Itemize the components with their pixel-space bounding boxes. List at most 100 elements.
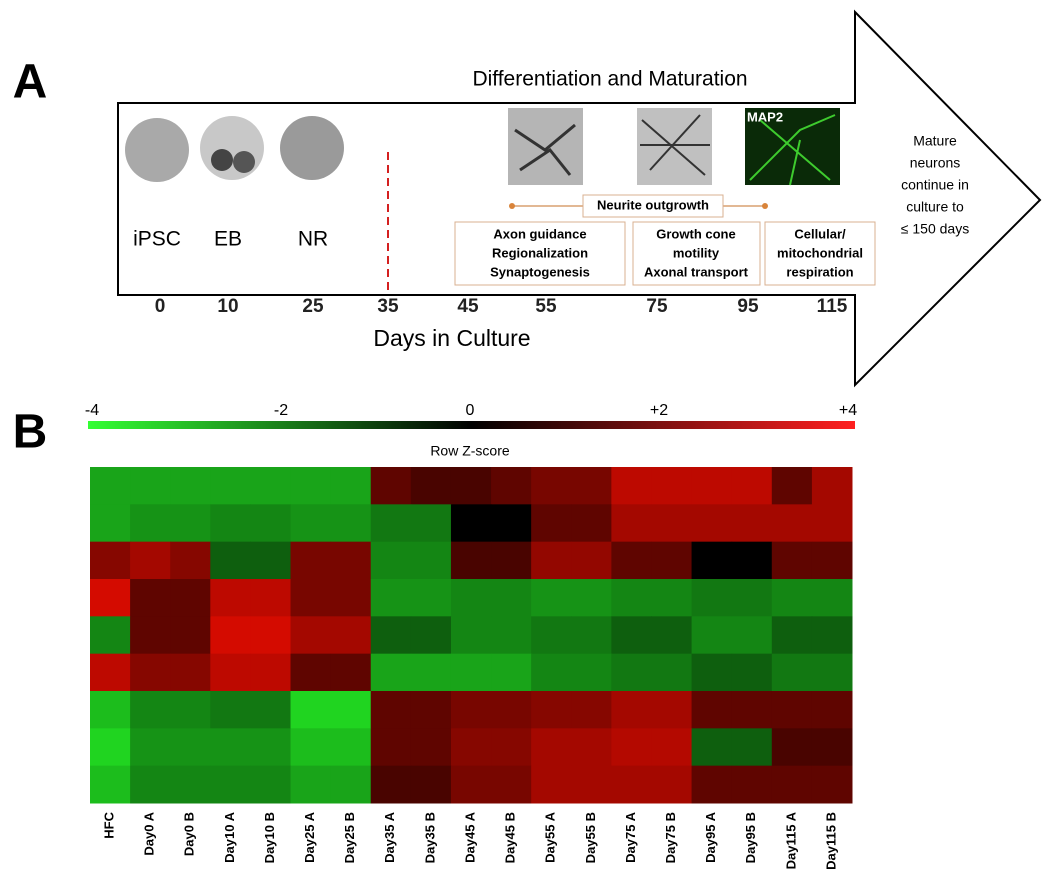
heatmap-cell xyxy=(290,541,332,580)
heatmap-cell xyxy=(410,541,452,580)
heatmap-cell xyxy=(90,579,131,617)
heatmap-cell xyxy=(90,504,131,543)
heatmap-cell xyxy=(450,691,492,729)
heatmap-cell xyxy=(250,691,292,729)
heatmap-cell xyxy=(491,616,532,655)
heatmap-cell xyxy=(531,653,572,692)
heatmap-cell xyxy=(250,504,292,543)
heatmap-cell xyxy=(771,467,813,505)
heatmap-cell xyxy=(691,728,733,767)
stage-label: iPSC xyxy=(133,228,181,251)
heatmap-cell xyxy=(250,616,292,655)
heatmap-cell xyxy=(771,728,813,767)
heatmap-cell xyxy=(651,579,693,617)
heatmap-cell xyxy=(130,467,171,505)
colorbar-tick-label: 0 xyxy=(466,402,475,419)
heatmap-cell xyxy=(290,653,332,692)
note-text: culture to xyxy=(906,199,964,215)
heatmap-cell xyxy=(691,765,733,804)
heatmap-cell xyxy=(450,616,492,655)
heatmap-cell xyxy=(170,467,211,505)
heatmap-cell xyxy=(691,467,733,505)
column-label: Day75 B xyxy=(663,812,678,863)
heatmap-cell xyxy=(731,504,773,543)
x-axis-label: Days in Culture xyxy=(373,325,530,351)
heatmap-cell xyxy=(330,765,372,804)
colorbar-tick-label: +2 xyxy=(650,402,668,419)
process-text: motility xyxy=(673,245,720,260)
heatmap-cell xyxy=(531,765,572,804)
heatmap-cell xyxy=(611,653,652,692)
column-label: Day0 A xyxy=(142,811,157,855)
note-text: ≤ 150 days xyxy=(901,221,969,237)
column-label: Day10 A xyxy=(222,811,237,862)
heatmap-cell xyxy=(571,467,612,505)
heatmap-cell xyxy=(170,728,211,767)
neurite-label: Neurite outgrowth xyxy=(597,197,709,212)
process-box xyxy=(632,221,761,286)
heatmap-cell xyxy=(370,691,412,729)
heatmap-cell xyxy=(90,541,131,580)
heatmap-cell xyxy=(531,504,572,543)
column-label: Day35 A xyxy=(382,811,397,862)
heatmap-cell xyxy=(611,765,652,804)
heatmap-cell xyxy=(130,579,171,617)
column-label: Day45 A xyxy=(462,811,477,862)
heatmap-cell xyxy=(130,541,171,580)
day-tick: 75 xyxy=(646,296,668,317)
heatmap-cell xyxy=(491,728,532,767)
heatmap-cell xyxy=(771,504,813,543)
heatmap-cell xyxy=(611,728,652,767)
column-label: Day55 A xyxy=(543,811,558,862)
heatmap-cell xyxy=(771,653,813,692)
heatmap-cell xyxy=(731,579,773,617)
heatmap-cell xyxy=(731,691,773,729)
heatmap-cell xyxy=(531,616,572,655)
heatmap-cell xyxy=(811,541,853,580)
heatmap-cell xyxy=(410,728,452,767)
heatmap-cell xyxy=(491,467,532,505)
heatmap-cell xyxy=(90,467,131,505)
colorbar-tick-label: +4 xyxy=(839,402,857,419)
heatmap-cell xyxy=(330,653,372,692)
stage-label: NR xyxy=(298,228,328,251)
heatmap-cell xyxy=(90,616,131,655)
heatmap-cell xyxy=(250,728,292,767)
column-label: HFC xyxy=(101,811,116,838)
heatmap-cell xyxy=(811,691,853,729)
heatmap-cell xyxy=(370,728,412,767)
heatmap-cell xyxy=(691,541,733,580)
micrograph xyxy=(749,114,836,186)
heatmap-cell xyxy=(651,728,693,767)
day-tick: 0 xyxy=(155,296,166,317)
heatmap-cell xyxy=(290,728,332,767)
heatmap-cell xyxy=(731,616,773,655)
colorbar-label: Row Z-score xyxy=(430,443,510,459)
heatmap-cell xyxy=(611,541,652,580)
heatmap-cell xyxy=(290,616,332,655)
heatmap-cell xyxy=(90,691,131,729)
process-text: respiration xyxy=(786,264,853,279)
heatmap-cell xyxy=(811,467,853,505)
process-text: Axonal transport xyxy=(644,264,749,279)
heatmap-cell xyxy=(531,579,572,617)
heatmap-cell xyxy=(210,765,251,804)
heatmap-cell xyxy=(330,691,372,729)
heatmap-cell xyxy=(491,765,532,804)
heatmap-cell xyxy=(531,541,572,580)
heatmap-cell xyxy=(811,653,853,692)
micrograph-label: MAP2 xyxy=(747,109,783,124)
day-tick: 25 xyxy=(302,296,324,317)
stage-label: EB xyxy=(214,228,242,251)
heatmap-cell xyxy=(370,467,412,505)
heatmap-cell xyxy=(90,765,131,804)
day-tick: 45 xyxy=(457,296,479,317)
panel-b xyxy=(88,421,855,429)
heatmap-cell xyxy=(210,467,251,505)
heatmap-cell xyxy=(90,728,131,767)
column-label: Day10 B xyxy=(262,812,277,863)
heatmap-cell xyxy=(731,728,773,767)
heatmap-cell xyxy=(491,691,532,729)
heatmap-cell xyxy=(330,467,372,505)
